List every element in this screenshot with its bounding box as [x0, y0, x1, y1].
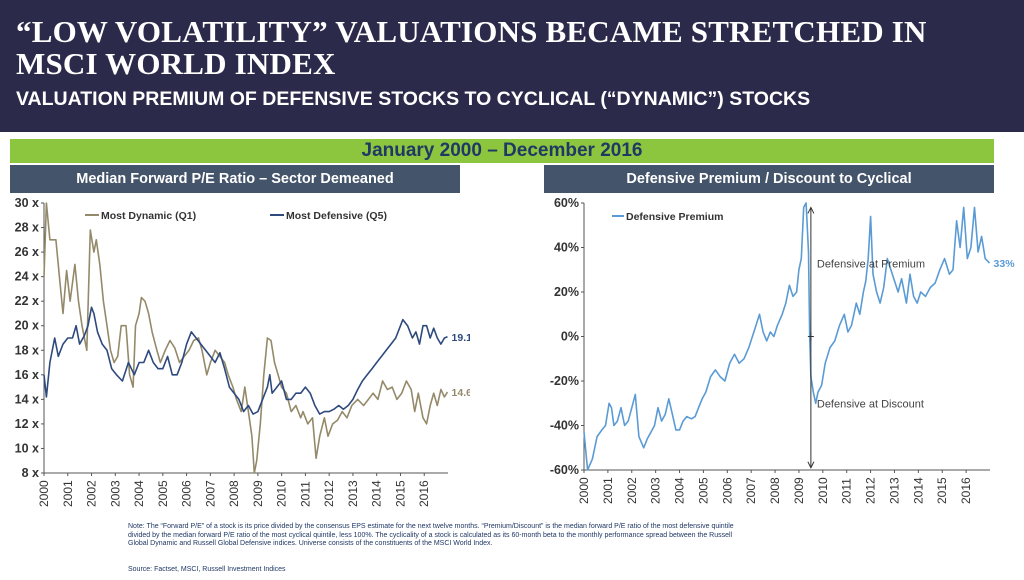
x-tick-label: 2006	[180, 480, 194, 507]
x-tick-label: 2001	[61, 480, 75, 507]
x-tick-label: 2012	[322, 480, 336, 507]
x-tick-label: 2015	[935, 477, 949, 504]
y-tick-label: 20 x	[15, 319, 39, 333]
y-tick-label: 8 x	[22, 466, 39, 480]
x-tick-label: 2015	[393, 480, 407, 507]
premium-arrowhead	[807, 206, 815, 214]
x-tick-label: 2010	[275, 480, 289, 507]
footnote: Note: The “Forward P/E” of a stock is it…	[128, 523, 734, 548]
x-tick-label: 2003	[108, 480, 122, 507]
x-tick-label: 2004	[132, 480, 146, 507]
y-tick-label: 12 x	[15, 417, 39, 431]
x-tick-label: 2006	[720, 477, 734, 504]
x-tick-label: 2010	[816, 477, 830, 504]
left-panel-title: Median Forward P/E Ratio – Sector Demean…	[10, 165, 460, 193]
y-tick-label: 22 x	[15, 294, 39, 308]
annotation-discount: Defensive at Discount	[817, 399, 924, 411]
x-tick-label: 2003	[649, 477, 663, 504]
series-line	[43, 202, 449, 474]
x-tick-label: 2005	[156, 480, 170, 507]
x-tick-label: 2008	[227, 480, 241, 507]
x-tick-label: 2016	[959, 477, 973, 504]
header-banner: “LOW VOLATILITY” VALUATIONS BECAME STRET…	[0, 0, 1024, 132]
series-line	[43, 306, 448, 415]
x-tick-label: 2014	[911, 477, 925, 504]
annotation-premium: Defensive at Premium	[817, 259, 925, 271]
x-tick-label: 2009	[251, 480, 265, 507]
x-tick-label: 2002	[625, 477, 639, 504]
y-tick-label: 14 x	[15, 392, 39, 406]
series-line	[583, 202, 991, 471]
y-tick-label: 18 x	[15, 343, 39, 357]
y-tick-label: 30 x	[15, 196, 39, 210]
y-tick-label: 40%	[554, 241, 579, 255]
y-tick-label: 20%	[554, 285, 579, 299]
x-tick-label: 2001	[601, 477, 615, 504]
x-tick-label: 2007	[203, 480, 217, 507]
y-tick-label: -40%	[550, 419, 579, 433]
y-tick-label: 60%	[554, 196, 579, 210]
x-tick-label: 2013	[346, 480, 360, 507]
x-tick-label: 2002	[85, 480, 99, 507]
discount-arrowhead	[807, 461, 815, 469]
y-tick-label: -60%	[550, 463, 579, 477]
series-end-label: 14.6x	[452, 387, 470, 399]
x-tick-label: 2008	[768, 477, 782, 504]
premium-chart: 60% 40% 20% 0% -20% -40% -60%2000 2001 2002 2003 2…	[550, 196, 1015, 504]
series-end-label: 19.1x	[452, 332, 470, 344]
x-tick-label: 2004	[673, 477, 687, 504]
y-tick-label: 26 x	[15, 245, 39, 259]
right-panel-title: Defensive Premium / Discount to Cyclical	[544, 165, 994, 193]
pe-ratio-chart: 30 x 28 x 26 x 24 x 22 x 20 x 18 x 16 x 14 x 12 x…	[15, 196, 470, 507]
x-tick-label: 2012	[864, 477, 878, 504]
y-tick-label: 10 x	[15, 441, 39, 455]
y-tick-label: 28 x	[15, 221, 39, 235]
page-subtitle: VALUATION PREMIUM OF DEFENSIVE STOCKS TO…	[16, 88, 811, 110]
legend-label: Most Defensive (Q5)	[286, 210, 387, 222]
x-tick-label: 2000	[577, 477, 591, 504]
y-tick-label: 16 x	[15, 368, 39, 382]
y-tick-label: 24 x	[15, 270, 39, 284]
page-title: “LOW VOLATILITY” VALUATIONS BECAME STRET…	[16, 16, 927, 80]
x-tick-label: 2011	[298, 481, 312, 507]
y-tick-label: 0%	[561, 330, 579, 344]
x-tick-label: 2007	[744, 477, 758, 504]
legend-label: Defensive Premium	[626, 211, 723, 223]
x-tick-label: 2005	[696, 477, 710, 504]
title-line-1: “LOW VOLATILITY” VALUATIONS BECAME STRET…	[16, 14, 927, 49]
x-tick-label: 2009	[792, 477, 806, 504]
y-tick-label: -20%	[550, 374, 579, 388]
x-tick-label: 2014	[370, 480, 384, 507]
x-tick-label: 2011	[840, 478, 854, 504]
x-tick-label: 2013	[887, 477, 901, 504]
title-line-2: MSCI WORLD INDEX	[16, 46, 336, 81]
legend-label: Most Dynamic (Q1)	[101, 210, 196, 222]
source-note: Source: Factset, MSCI, Russell Investmen…	[128, 566, 286, 573]
series-end-label: 33%	[994, 258, 1015, 270]
x-tick-label: 2000	[37, 480, 51, 507]
date-range-bar: January 2000 – December 2016	[10, 139, 994, 163]
x-tick-label: 2016	[417, 480, 431, 507]
